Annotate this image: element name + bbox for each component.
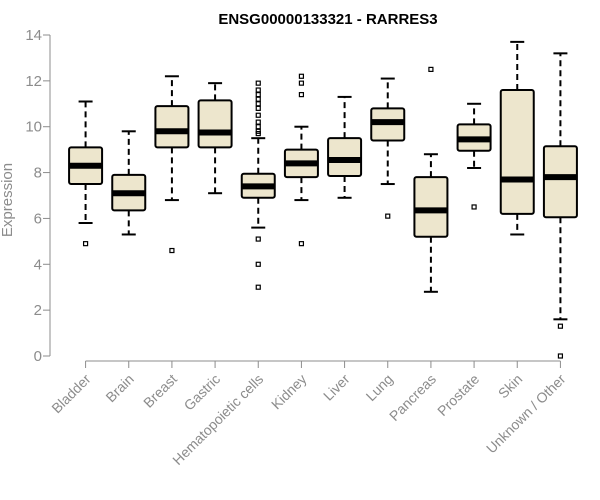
x-tick-label: Pancreas (386, 371, 439, 424)
outlier-point (255, 80, 261, 86)
box-bladder (68, 100, 104, 247)
outlier-point (169, 247, 175, 254)
x-tick-label: Kidney (268, 371, 310, 413)
x-tick-label: Lung (363, 371, 396, 404)
y-tick-label: 2 (34, 302, 42, 319)
outlier-point (255, 284, 261, 290)
outlier-point (255, 105, 261, 111)
outlier-point (255, 101, 261, 107)
x-tick-label: Prostate (434, 371, 482, 419)
outlier-point (255, 130, 261, 137)
outlier-point (298, 73, 305, 79)
box-unknown-other (542, 52, 578, 359)
boxes-group (68, 40, 578, 359)
box-gastric (197, 82, 233, 195)
y-tick-label: 14 (25, 27, 42, 44)
box-breast (154, 75, 190, 254)
x-tick-label: Gastric (181, 371, 224, 414)
outlier-point (471, 204, 477, 210)
outlier-point (385, 213, 391, 219)
box-skin (499, 40, 535, 236)
outlier-point (298, 241, 305, 247)
box-prostate (456, 102, 492, 210)
iqr-box (154, 105, 190, 149)
iqr-box (197, 99, 233, 149)
x-tick-label: Brain (102, 371, 136, 405)
x-tick-label: Skin (495, 371, 526, 402)
box-lung (370, 77, 406, 219)
x-tick-label: Unknown / Other (483, 371, 569, 457)
box-pancreas (413, 66, 449, 293)
outlier-point (255, 96, 261, 102)
outlier-point (255, 236, 261, 242)
iqr-box (499, 89, 535, 215)
outlier-point (298, 80, 305, 86)
y-axis-label: Expression (0, 163, 16, 237)
y-tick-label: 6 (34, 210, 42, 227)
iqr-box (413, 176, 449, 238)
y-tick-label: 12 (25, 73, 42, 90)
outlier-point (255, 119, 261, 125)
outlier-point (255, 87, 261, 93)
outlier-point (82, 241, 89, 247)
outlier-point (298, 92, 305, 98)
box-brain (111, 130, 147, 236)
axes: 0 2 4 6 8 10 12 14 (25, 27, 561, 368)
y-tick-label: 0 (34, 348, 42, 365)
outlier-point (255, 112, 261, 118)
outlier-point (255, 92, 261, 98)
iqr-box (542, 145, 578, 219)
y-tick-label: 8 (34, 165, 42, 182)
x-tick-label: Liver (320, 371, 353, 404)
outlier-point (557, 353, 564, 359)
chart-title: ENSG00000133321 - RARRES3 (218, 11, 437, 28)
y-tick-label: 10 (25, 119, 42, 136)
y-tick-label: 4 (34, 256, 42, 273)
outlier-point (428, 66, 434, 72)
box-hematopoietic-cells (240, 80, 276, 290)
box-kidney (283, 73, 319, 247)
x-tick-label: Breast (140, 371, 180, 411)
box-liver (327, 95, 363, 199)
outlier-point (255, 261, 261, 267)
outlier-point (255, 124, 261, 130)
outlier-point (557, 323, 564, 329)
x-tick-label: Bladder (48, 371, 94, 417)
